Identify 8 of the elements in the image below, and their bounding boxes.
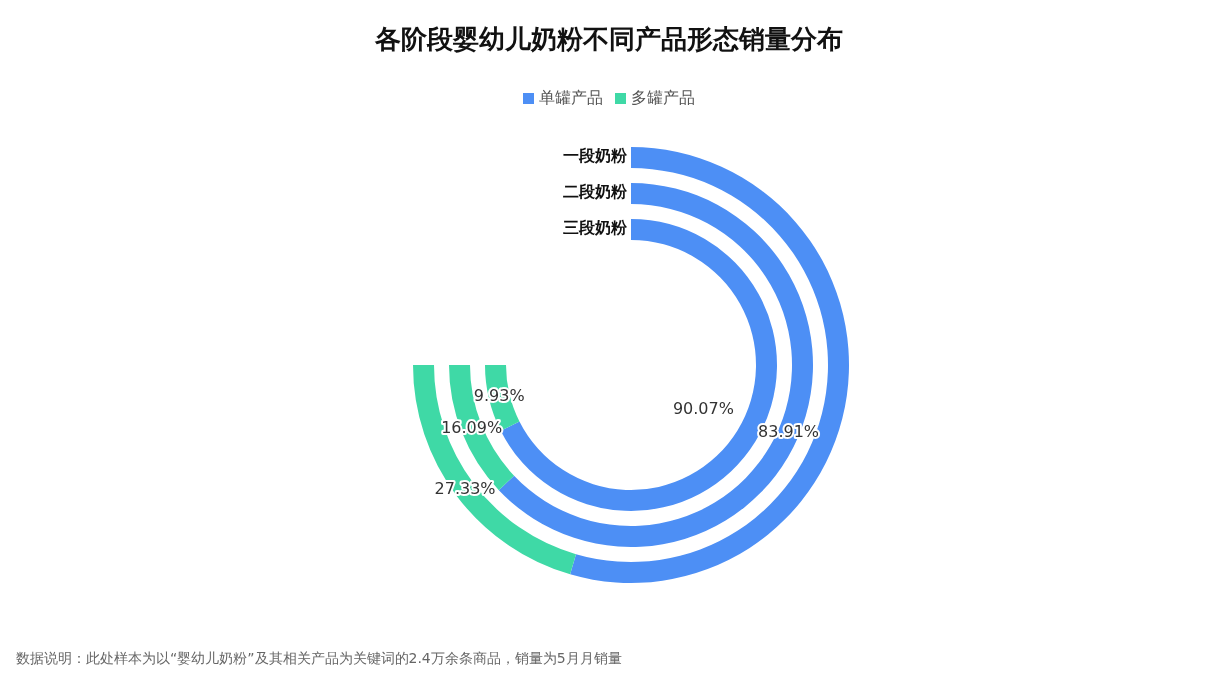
slice-label: 二段奶粉 xyxy=(563,182,627,203)
data-label: 90.07% xyxy=(672,398,734,418)
chart-title: 各阶段婴幼儿奶粉不同产品形态销量分布 xyxy=(374,23,844,56)
slice-label: 一段奶粉 xyxy=(563,146,627,167)
legend-label: 多罐产品 xyxy=(630,88,695,109)
text: 数据说明：此处样本为以“婴幼儿奶粉”及其相关产品为关键词的2.4万余条商品，销量为5月月销量 xyxy=(16,650,622,668)
slice-label: 三段奶粉 xyxy=(563,218,627,239)
legend-label: 单罐产品 xyxy=(538,88,603,109)
